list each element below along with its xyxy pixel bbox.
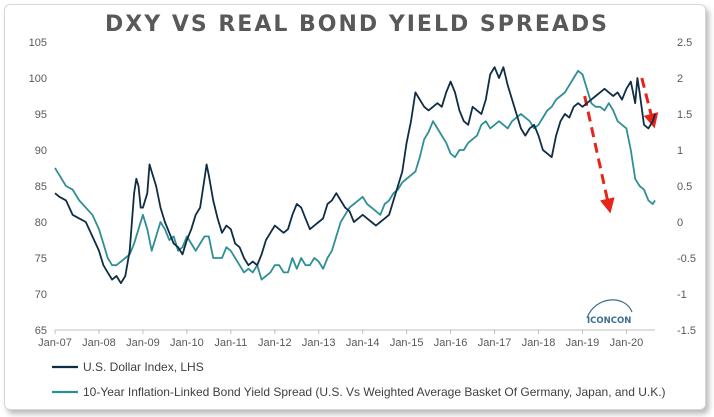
x-tick-label: Jan-07: [38, 337, 72, 349]
legend-label-spread: 10-Year Inflation-Linked Bond Yield Spre…: [83, 385, 666, 399]
logo-arc-icon: [586, 299, 633, 319]
iconcon-logo: ICONCON: [586, 299, 633, 326]
y-right-tick-label: 1.5: [677, 109, 692, 121]
legend: U.S. Dollar Index, LHS 10-Year Inflation…: [52, 360, 666, 399]
y-left-tick-label: 65: [35, 325, 47, 337]
x-tick-label: Jan-12: [258, 337, 292, 349]
y-left-tick-label: 105: [29, 37, 47, 49]
x-tick-label: Jan-10: [170, 337, 204, 349]
y-left-tick-label: 95: [35, 109, 47, 121]
y-right-tick-label: -1: [677, 289, 687, 301]
y-left-tick-label: 100: [29, 73, 47, 85]
x-tick-label: Jan-11: [214, 337, 247, 349]
y-right-tick-label: 0.5: [677, 181, 692, 193]
x-tick-label: Jan-19: [566, 337, 600, 349]
x-tick-label: Jan-13: [302, 337, 336, 349]
axes: Jan-07 Jan-08 Jan-09 Jan-10 Jan-11 Jan-12 Jan-…: [29, 37, 696, 349]
y-right-tick-label: -0.5: [677, 253, 696, 265]
x-tick-label: Jan-18: [522, 337, 556, 349]
y-right-tick-label: 2.5: [677, 37, 692, 49]
y-right-tick-label: -1.5: [677, 325, 696, 337]
logo-text: ICONCON: [587, 316, 631, 326]
y-left-tick-label: 70: [35, 289, 47, 301]
x-tick-label: Jan-17: [478, 337, 512, 349]
series-line-spread: [54, 69, 656, 281]
x-tick-label: Jan-20: [610, 337, 644, 349]
y-left-tick-label: 90: [35, 145, 47, 157]
annotation-arrow-1: [583, 95, 615, 214]
chart-title: DXY VS REAL BOND YIELD SPREADS: [105, 12, 609, 37]
y-left-tick-label: 85: [35, 181, 47, 193]
x-tick-label: Jan-16: [434, 337, 468, 349]
legend-label-dxy: U.S. Dollar Index, LHS: [83, 360, 204, 374]
x-tick-label: Jan-08: [82, 337, 116, 349]
annotation-arrow-2: [640, 77, 659, 129]
y-right-tick-label: 2: [677, 73, 683, 85]
series-line-dxy: [54, 66, 656, 285]
x-tick-label: Jan-14: [346, 337, 380, 349]
series-lines: [54, 66, 656, 285]
chart-frame: [4, 4, 706, 410]
y-right-tick-label: 1: [677, 145, 683, 157]
y-left-tick-label: 75: [35, 253, 47, 265]
x-tick-label: Jan-15: [390, 337, 424, 349]
y-right-tick-label: 0: [677, 217, 683, 229]
y-left-tick-label: 80: [35, 217, 47, 229]
x-tick-label: Jan-09: [126, 337, 160, 349]
annotations: [583, 77, 659, 214]
